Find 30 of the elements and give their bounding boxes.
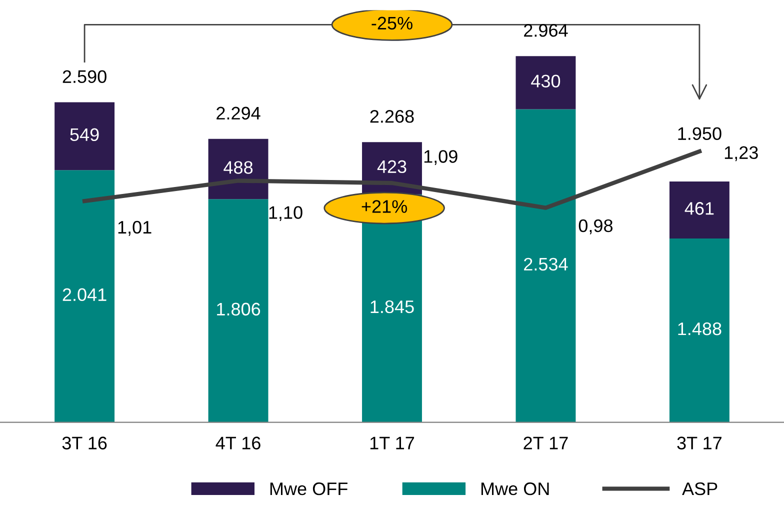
total-label: 1.950 — [678, 127, 722, 140]
total-label: 2.294 — [216, 106, 260, 120]
data-label: 1.806 — [217, 302, 260, 316]
data-label: 1,23 — [724, 146, 758, 162]
data-label: 488 — [224, 161, 253, 174]
data-label: 0,98 — [578, 219, 613, 234]
data-label: 423 — [377, 160, 406, 174]
data-label: 430 — [531, 74, 560, 88]
x-tick-label: 3T 17 — [677, 436, 722, 450]
legend-label: Mwe OFF — [270, 482, 348, 496]
data-label: 1.845 — [370, 300, 414, 314]
data-label: 1.488 — [678, 322, 722, 336]
total-label: 2.268 — [370, 110, 414, 123]
data-label: 461 — [684, 202, 714, 215]
data-label: 2.534 — [524, 258, 568, 271]
data-label: 549 — [70, 128, 99, 142]
data-label: 1,10 — [269, 206, 302, 222]
total-label: 2.964 — [524, 24, 568, 37]
text: -25% — [372, 16, 412, 30]
x-tick-label: 1T 17 — [370, 436, 414, 450]
data-label: 2.041 — [62, 288, 106, 302]
x-tick-label: 4T 16 — [216, 436, 260, 450]
legend-label: ASP — [682, 482, 718, 496]
x-tick-label: 3T 16 — [62, 436, 107, 450]
data-label: 1,09 — [424, 150, 458, 165]
legend-label: Mwe ON — [481, 482, 549, 496]
annotation: +21% — [362, 200, 408, 213]
data-label: 1,01 — [118, 220, 152, 236]
x-tick-label: 2T 17 — [524, 436, 568, 450]
total-label: 2.590 — [62, 70, 106, 84]
